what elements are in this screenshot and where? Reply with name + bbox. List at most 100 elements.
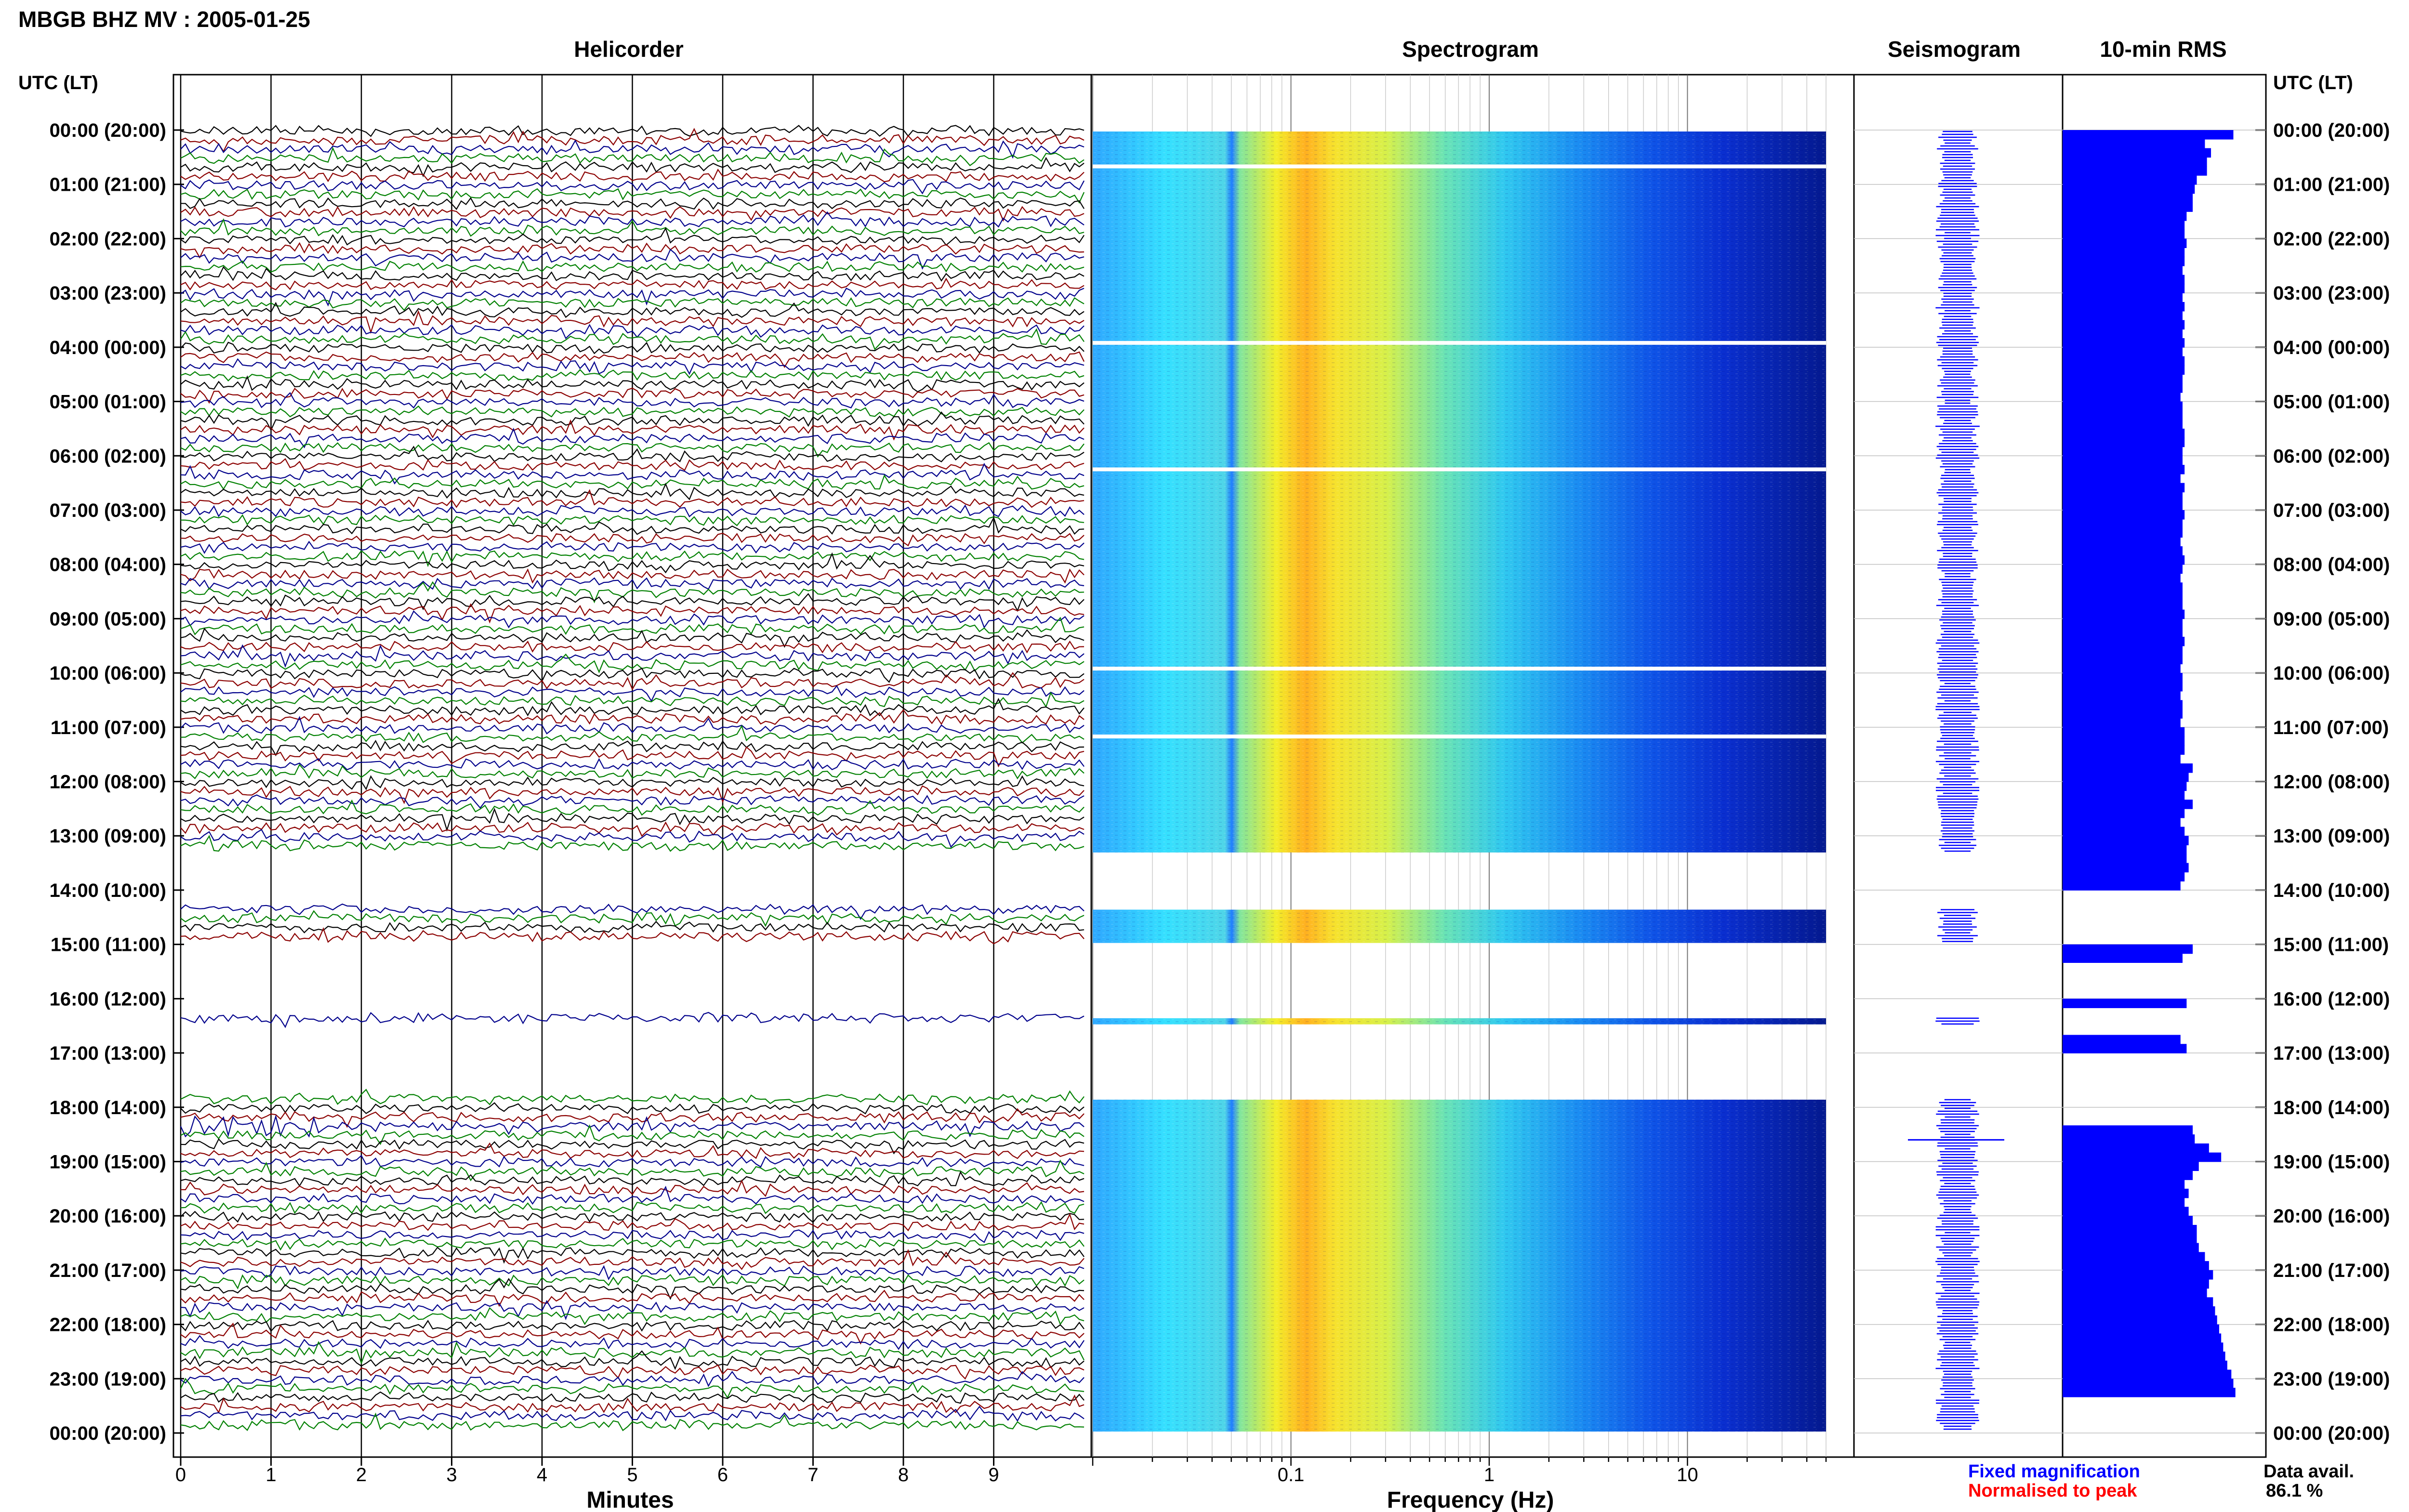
helicorder-trace (180, 1213, 1085, 1232)
rms-bar (2063, 736, 2185, 746)
helicorder-trace (180, 405, 1085, 418)
rms-bar (2063, 329, 2183, 339)
helicorder-trace (180, 1307, 1085, 1326)
rms-bar (2063, 456, 2183, 465)
helicorder-trace (180, 640, 1085, 654)
rms-bar (2063, 836, 2189, 845)
helicorder-trace (180, 603, 1085, 624)
rms-bar (2063, 1180, 2185, 1189)
time-label-right: 20:00 (16:00) (2273, 1206, 2390, 1227)
rms-bar (2063, 863, 2189, 873)
helicorder-trace (180, 577, 1085, 590)
rms-bar (2063, 1252, 2205, 1262)
rms-bar (2063, 275, 2185, 285)
time-label-right: 11:00 (07:00) (2273, 717, 2389, 738)
time-label-right: 15:00 (11:00) (2273, 934, 2389, 956)
rms-bar (2063, 166, 2207, 176)
helicorder-trace (180, 1378, 1085, 1399)
helicorder-trace (180, 593, 1085, 612)
time-label-left: 09:00 (05:00) (50, 608, 166, 630)
helicorder-trace (180, 1289, 1085, 1307)
time-label-right: 10:00 (06:00) (2273, 663, 2390, 684)
helicorder-trace (180, 188, 1085, 204)
rms-bar (2063, 1035, 2181, 1045)
rms-bar (2063, 1216, 2193, 1225)
rms-bar (2063, 483, 2185, 493)
rms-bar (2063, 401, 2183, 411)
time-label-right: 02:00 (22:00) (2273, 228, 2390, 250)
rms-bar (2063, 854, 2187, 864)
time-label-right: 03:00 (23:00) (2273, 283, 2390, 304)
helicorder-trace (180, 697, 1085, 717)
rms-bar (2063, 311, 2183, 321)
helicorder-trace (180, 211, 1085, 228)
helicorder-trace (180, 1229, 1085, 1243)
helicorder-trace (180, 169, 1085, 183)
rms-bar (2063, 600, 2183, 610)
time-label-right: 18:00 (14:00) (2273, 1097, 2390, 1118)
helicorder-trace (180, 351, 1085, 368)
minute-tick-label: 8 (898, 1464, 909, 1486)
helicorder-trace (180, 763, 1085, 780)
rms-bar (2063, 673, 2183, 683)
helicorder-trace (180, 427, 1085, 448)
rms-bar (2063, 754, 2181, 764)
rms-bar (2063, 1044, 2187, 1053)
rms-bar (2063, 528, 2183, 538)
left-time-axis-label: UTC (LT) (18, 72, 98, 93)
helicorder-trace (180, 297, 1085, 311)
time-label-left: 02:00 (22:00) (50, 228, 166, 250)
minute-tick-label: 1 (265, 1464, 276, 1486)
time-label-left: 07:00 (03:00) (50, 500, 166, 521)
helicorder-trace (180, 835, 1085, 852)
rms-bar (2063, 772, 2189, 782)
minute-tick-label: 0 (175, 1464, 186, 1486)
helicorder-trace (180, 249, 1085, 270)
helicorder-trace (180, 1265, 1085, 1281)
helicorder-trace (180, 392, 1085, 409)
helicorder-trace (180, 227, 1085, 246)
rms-bar (2063, 609, 2185, 619)
rms-bar (2063, 573, 2181, 583)
rms-bar (2063, 817, 2181, 828)
rms-bar (2063, 872, 2185, 881)
rms-bar (2063, 1342, 2224, 1352)
minute-tick-label: 4 (537, 1464, 547, 1486)
frequency-tick-label: 1 (1484, 1464, 1495, 1486)
rms-bar (2063, 519, 2183, 529)
helicorder-trace (180, 1364, 1085, 1380)
helicorder-trace (180, 758, 1085, 771)
rms-bar (2063, 808, 2185, 818)
helicorder-trace (180, 125, 1085, 137)
helicorder-trace (180, 458, 1085, 471)
rms-bar (2063, 1188, 2189, 1198)
time-label-right: 23:00 (19:00) (2273, 1368, 2390, 1390)
rms-bar (2063, 727, 2185, 737)
rms-bar (2063, 374, 2183, 384)
rms-bar (2063, 1234, 2197, 1244)
rms-bar (2063, 645, 2183, 656)
rms-bar (2063, 229, 2185, 239)
helicorder-trace (180, 206, 1085, 222)
helicorder-trace (180, 1322, 1085, 1345)
rms-bar (2063, 1152, 2222, 1162)
helicorder-trace (180, 532, 1085, 547)
helicorder-trace (180, 1142, 1085, 1159)
spectrogram-texture (1093, 131, 1826, 853)
rms-bar (2063, 1279, 2209, 1289)
helicorder-trace (180, 794, 1085, 809)
seismogram-trace (1935, 131, 1980, 852)
time-label-right: 16:00 (12:00) (2273, 988, 2390, 1010)
rms-bar (2063, 437, 2185, 447)
fixed-magnification-legend: Fixed magnification (1968, 1461, 2140, 1482)
rms-bar (2063, 175, 2197, 185)
time-label-left: 13:00 (09:00) (50, 826, 166, 847)
rms-bar (2063, 265, 2183, 276)
rms-bar (2063, 691, 2181, 701)
rms-bar (2063, 420, 2183, 429)
time-label-right: 08:00 (04:00) (2273, 554, 2390, 576)
helicorder-trace (180, 442, 1085, 458)
rms-bar (2063, 709, 2183, 719)
time-label-right: 05:00 (01:00) (2273, 392, 2390, 413)
